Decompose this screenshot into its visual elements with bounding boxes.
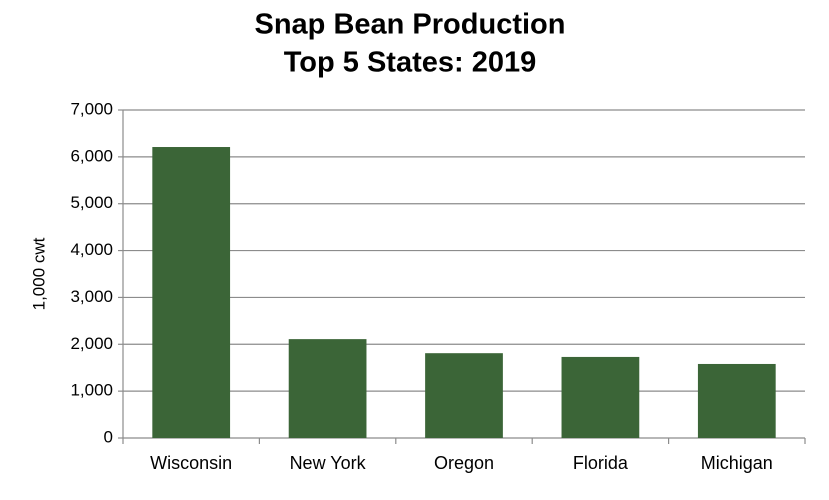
bar [561,356,640,438]
chart-subtitle: Top 5 States: 2019 [284,47,537,79]
x-tick-label: Michigan [701,453,773,473]
y-tick-label: 0 [104,427,113,446]
y-axis-label: 1,000 cwt [29,237,48,310]
x-tick-label: Wisconsin [150,453,232,473]
bar [288,339,367,438]
bar [425,353,503,438]
x-tick-label: New York [290,453,367,473]
y-tick-label: 4,000 [70,240,113,259]
x-tick-label: Oregon [434,453,494,473]
y-tick-label: 3,000 [70,287,113,306]
x-tick-label: Florida [573,453,629,473]
y-tick-label: 5,000 [70,193,113,212]
bar [152,147,231,438]
chart-title: Snap Bean Production [255,9,566,41]
bar [697,363,776,438]
y-tick-label: 2,000 [70,334,113,353]
y-tick-label: 7,000 [70,99,113,118]
y-tick-label: 6,000 [70,146,113,165]
y-tick-label: 1,000 [70,381,113,400]
